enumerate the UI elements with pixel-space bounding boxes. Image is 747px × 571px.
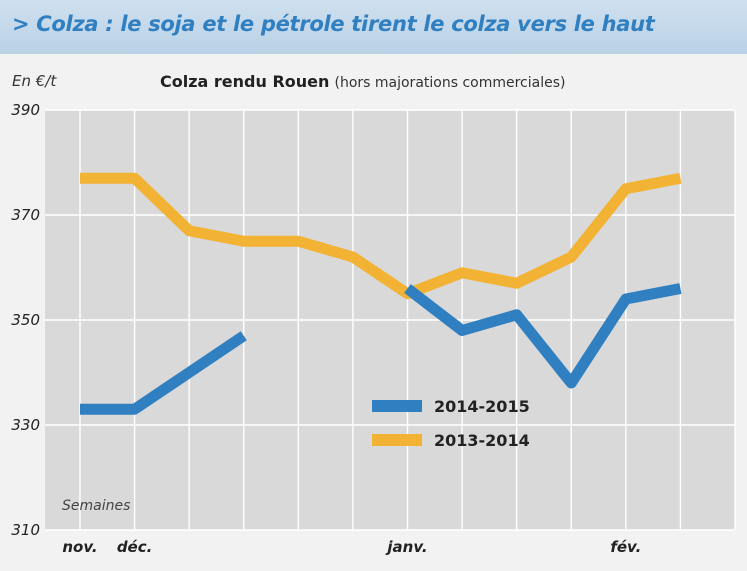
page-title: > Colza : le soja et le pétrole tirent l… bbox=[12, 12, 655, 36]
y-tick-label: 390 bbox=[11, 101, 40, 119]
x-axis-label: Semaines bbox=[62, 498, 130, 514]
y-tick-label: 350 bbox=[11, 311, 40, 329]
chart-title-bold: Colza rendu Rouen bbox=[160, 72, 330, 91]
y-tick-label: 310 bbox=[11, 521, 40, 539]
y-tick-label: 330 bbox=[11, 416, 40, 434]
y-tick-label: 370 bbox=[11, 206, 40, 224]
x-tick-label: nov. bbox=[62, 538, 97, 556]
series-line-2014-2015 bbox=[80, 331, 247, 415]
y-tick-labels: 310 330 350 370 390 bbox=[11, 101, 40, 539]
x-tick-labels: nov. déc. janv. fév. bbox=[62, 538, 641, 556]
title-bar bbox=[0, 0, 747, 54]
legend-label-2013-2014: 2013-2014 bbox=[434, 431, 530, 450]
legend-label-2014-2015: 2014-2015 bbox=[434, 397, 530, 416]
series-lines bbox=[80, 172, 682, 415]
x-tick-label: janv. bbox=[385, 538, 427, 556]
y-axis-unit-label: En €/t bbox=[12, 72, 57, 90]
grid bbox=[45, 109, 736, 531]
series-line-2013-2014 bbox=[80, 172, 682, 300]
x-tick-label: déc. bbox=[117, 538, 153, 556]
x-tick-label: fév. bbox=[610, 538, 641, 556]
chart-title-light: (hors majorations commerciales) bbox=[334, 75, 566, 91]
series-line-2014-2015 bbox=[404, 283, 682, 389]
legend: 2014-2015 2013-2014 bbox=[372, 397, 530, 450]
chart-title: Colza rendu Rouen (hors majorations comm… bbox=[160, 72, 565, 91]
